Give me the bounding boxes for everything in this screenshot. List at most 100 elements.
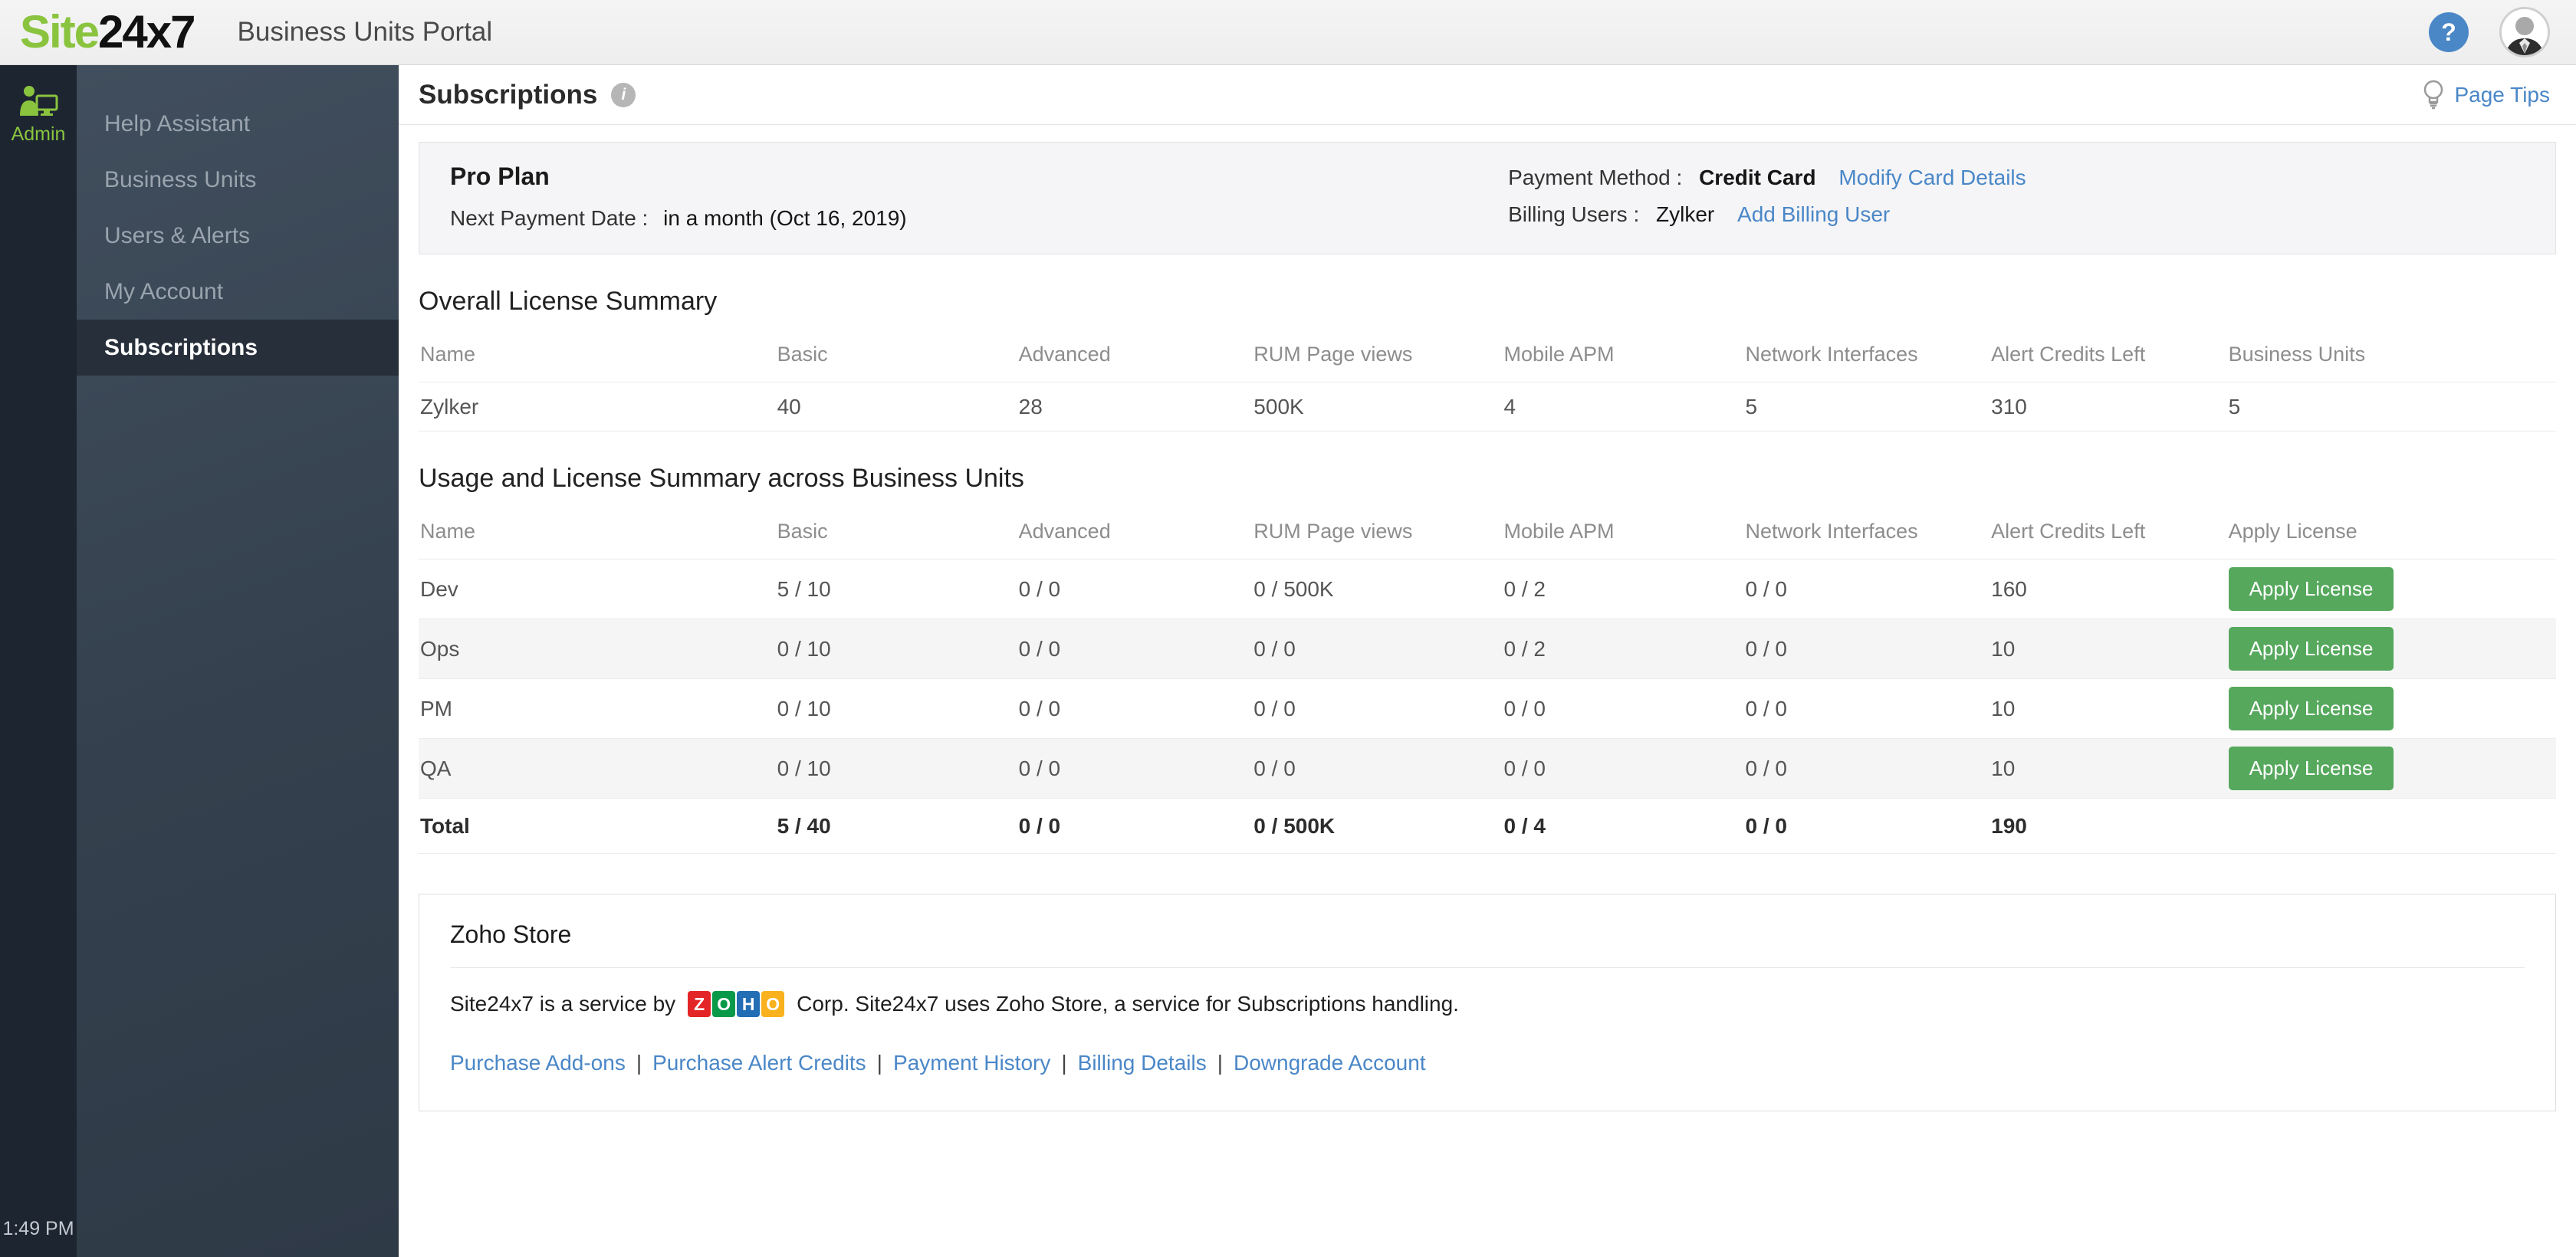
col-header-advanced: Advanced — [1017, 326, 1253, 382]
lightbulb-icon — [2424, 80, 2443, 109]
info-icon[interactable]: i — [611, 82, 636, 107]
col-header-network: Network Interfaces — [1743, 503, 1990, 560]
zoho-letter-z: Z — [688, 991, 711, 1017]
zoho-store-card: Zoho Store Site24x7 is a service by Z O … — [419, 894, 2556, 1111]
zoho-logo: Z O H O — [688, 991, 785, 1017]
usage-header-row: Name Basic Advanced RUM Page views Mobil… — [419, 503, 2556, 560]
purchase-alert-credits-link[interactable]: Purchase Alert Credits — [652, 1051, 866, 1075]
apply-license-button-qa[interactable]: Apply License — [2228, 747, 2394, 790]
cell-rum: 0 / 0 — [1252, 678, 1503, 739]
usage-row-pm: PM 0 / 10 0 / 0 0 / 0 0 / 0 0 / 0 10 App… — [419, 678, 2556, 739]
payment-history-link[interactable]: Payment History — [892, 1051, 1051, 1075]
cell-basic: 0 / 10 — [775, 678, 1017, 739]
store-links-row: Purchase Add-ons | Purchase Alert Credit… — [450, 1051, 2525, 1075]
apply-license-button-ops[interactable]: Apply License — [2228, 627, 2394, 671]
col-header-alert-credits: Alert Credits Left — [1990, 326, 2227, 382]
cell-mobile-apm: 0 / 2 — [1502, 559, 1744, 619]
plan-name: Pro Plan — [450, 162, 550, 190]
left-rail: Admin 1:49 PM — [0, 65, 77, 1257]
usage-total-row: Total 5 / 40 0 / 0 0 / 500K 0 / 4 0 / 0 … — [419, 798, 2556, 854]
usage-row-qa: QA 0 / 10 0 / 0 0 / 0 0 / 0 0 / 0 10 App… — [419, 738, 2556, 799]
link-separator: | — [1061, 1051, 1067, 1075]
zoho-letter-h: H — [737, 991, 761, 1017]
admin-rail-item[interactable]: Admin — [11, 85, 66, 146]
billing-details-link[interactable]: Billing Details — [1077, 1051, 1207, 1075]
store-text-before: Site24x7 is a service by — [450, 992, 676, 1016]
billing-users-row: Billing Users : Zylker Add Billing User — [1508, 202, 2525, 227]
cell-rum: 0 / 0 — [1252, 738, 1503, 799]
cell-apply-empty — [2226, 798, 2556, 854]
overall-header-row: Name Basic Advanced RUM Page views Mobil… — [419, 326, 2556, 382]
payment-method-value: Credit Card — [1699, 166, 1816, 189]
cell-name: Zylker — [419, 382, 776, 432]
apply-license-button-pm[interactable]: Apply License — [2228, 687, 2394, 730]
store-text-after: Corp. Site24x7 uses Zoho Store, a servic… — [797, 992, 1459, 1016]
cell-rum: 0 / 500K — [1252, 798, 1503, 854]
cell-network: 0 / 0 — [1743, 619, 1990, 679]
usage-row-ops: Ops 0 / 10 0 / 0 0 / 0 0 / 2 0 / 0 10 Ap… — [419, 619, 2556, 679]
cell-apply: Apply License — [2226, 738, 2556, 799]
cell-rum: 0 / 500K — [1252, 559, 1503, 619]
plan-summary-card: Pro Plan Next Payment Date : in a month … — [419, 142, 2556, 254]
modify-card-details-link[interactable]: Modify Card Details — [1838, 166, 2026, 189]
subscriptions-content: Pro Plan Next Payment Date : in a month … — [399, 125, 2576, 1111]
col-header-advanced: Advanced — [1017, 503, 1253, 560]
admin-label: Admin — [11, 123, 66, 145]
col-header-rum: RUM Page views — [1252, 326, 1503, 382]
overall-license-heading: Overall License Summary — [419, 287, 718, 316]
col-header-apply-license: Apply License — [2226, 503, 2556, 560]
downgrade-account-link[interactable]: Downgrade Account — [1234, 1051, 1426, 1075]
link-separator: | — [1217, 1051, 1223, 1075]
col-header-mobile-apm: Mobile APM — [1502, 503, 1744, 560]
cell-advanced: 0 / 0 — [1017, 678, 1253, 739]
help-icon[interactable]: ? — [2429, 12, 2469, 52]
overall-row-zylker: Zylker 40 28 500K 4 5 310 5 — [419, 382, 2556, 432]
next-payment-label: Next Payment Date : — [450, 206, 649, 230]
cell-advanced: 0 / 0 — [1017, 798, 1253, 854]
cell-alert-credits: 310 — [1990, 382, 2227, 432]
usage-summary-heading: Usage and License Summary across Busines… — [419, 464, 1024, 493]
add-billing-user-link[interactable]: Add Billing User — [1737, 202, 1891, 226]
col-header-mobile-apm: Mobile APM — [1502, 326, 1744, 382]
cell-basic: 5 / 40 — [775, 798, 1017, 854]
portal-title: Business Units Portal — [237, 17, 493, 47]
user-avatar[interactable] — [2499, 7, 2550, 57]
cell-apply: Apply License — [2226, 678, 2556, 739]
cell-name: Dev — [419, 559, 776, 619]
zoho-letter-o2: O — [761, 991, 785, 1017]
page-header: Subscriptions i Page Tips — [399, 65, 2576, 125]
clock-time: 1:49 PM — [2, 1218, 74, 1239]
cell-alert-credits: 10 — [1990, 678, 2227, 739]
cell-apply: Apply License — [2226, 559, 2556, 619]
cell-basic: 0 / 10 — [775, 738, 1017, 799]
cell-name: Ops — [419, 619, 776, 679]
overall-license-table: Name Basic Advanced RUM Page views Mobil… — [419, 326, 2556, 432]
sidebar-item-users-alerts[interactable]: Users & Alerts — [104, 222, 251, 248]
cell-alert-credits: 10 — [1990, 738, 2227, 799]
cell-network: 5 — [1743, 382, 1990, 432]
billing-users-label: Billing Users : — [1508, 202, 1640, 226]
cell-basic: 40 — [775, 382, 1017, 432]
apply-license-button-dev[interactable]: Apply License — [2228, 567, 2394, 611]
sidebar-item-business-units[interactable]: Business Units — [104, 166, 257, 192]
cell-name: QA — [419, 738, 776, 799]
cell-name: PM — [419, 678, 776, 739]
usage-row-dev: Dev 5 / 10 0 / 0 0 / 500K 0 / 2 0 / 0 16… — [419, 559, 2556, 619]
main-panel: Subscriptions i Page Tips — [399, 65, 2576, 1257]
purchase-addons-link[interactable]: Purchase Add-ons — [450, 1051, 626, 1075]
cell-name: Total — [419, 798, 776, 854]
sidebar-item-help-assistant[interactable]: Help Assistant — [104, 110, 251, 136]
cell-rum: 500K — [1252, 382, 1503, 432]
top-header-bar: Site 24x7 Business Units Portal ? — [0, 0, 2576, 65]
col-header-business-units: Business Units — [2226, 326, 2556, 382]
page-tips-button[interactable]: Page Tips — [2422, 80, 2550, 110]
sidebar-item-subscriptions[interactable]: Subscriptions — [77, 320, 399, 376]
site24x7-logo[interactable]: Site 24x7 — [20, 6, 196, 57]
page-tips-label: Page Tips — [2454, 82, 2550, 107]
cell-mobile-apm: 0 / 0 — [1502, 678, 1744, 739]
cell-advanced: 0 / 0 — [1017, 559, 1253, 619]
cell-basic: 5 / 10 — [775, 559, 1017, 619]
logo-247-part: 24x7 — [98, 6, 196, 57]
sidebar-item-my-account[interactable]: My Account — [104, 278, 224, 304]
page-title: Subscriptions i — [419, 80, 636, 110]
